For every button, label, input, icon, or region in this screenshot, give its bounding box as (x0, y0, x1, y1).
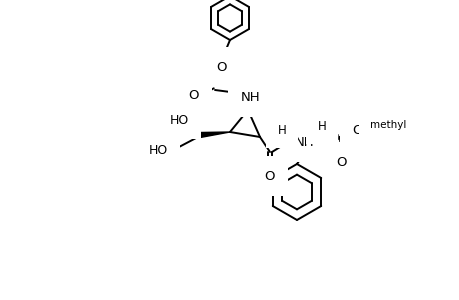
Text: O: O (216, 61, 227, 74)
Polygon shape (196, 123, 200, 135)
Polygon shape (314, 134, 337, 140)
Text: O: O (336, 155, 347, 169)
Text: NH: NH (241, 91, 260, 103)
Text: O: O (264, 169, 274, 182)
Text: H: H (277, 124, 286, 136)
Text: HO: HO (148, 143, 168, 157)
Text: O: O (352, 124, 363, 136)
Text: H: H (317, 119, 326, 133)
Text: O: O (188, 88, 199, 101)
Text: methyl: methyl (369, 120, 405, 130)
Text: NH: NH (294, 136, 314, 148)
Text: HO: HO (169, 113, 189, 127)
Polygon shape (199, 132, 230, 137)
